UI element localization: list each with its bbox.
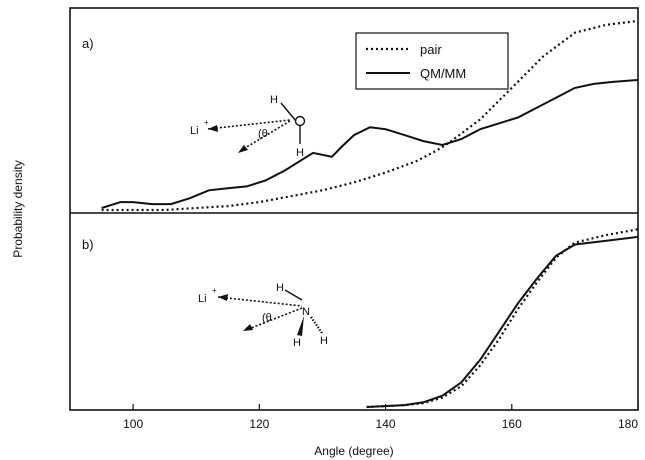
oxygen-atom-icon — [294, 115, 306, 127]
panel-a-label: a) — [82, 36, 94, 51]
legend: pair QM/MM — [355, 32, 509, 90]
nh-wedge-bond — [297, 316, 304, 336]
li-ion-label-a: Li — [190, 125, 199, 137]
angle-label-a: (θ — [258, 128, 268, 140]
arrowhead-icon — [208, 125, 218, 132]
series-line-b-qmmm — [366, 235, 639, 408]
h-atom-right-b: H — [320, 335, 328, 347]
series-line-a-pair — [101, 19, 639, 212]
h-atom-upper-a: H — [270, 94, 278, 106]
ammonia-molecule-diagram: Li + (θ H N H H — [198, 282, 328, 349]
li-ion-charge-b: + — [212, 286, 217, 295]
y-axis-title: Probability density — [11, 160, 25, 257]
x-axis-title: Angle (degree) — [314, 444, 393, 458]
x-tick-label: 140 — [376, 417, 396, 431]
oh-bond-upper — [280, 102, 297, 122]
h-atom-left-b: H — [293, 337, 301, 349]
x-tick-label: 160 — [502, 417, 522, 431]
dipole-dotted-arrow-b — [245, 307, 303, 331]
nitrogen-atom-label: N — [302, 306, 310, 318]
nh-bond-top — [284, 289, 303, 301]
x-tick-label: 120 — [249, 417, 269, 431]
panel-b-label: b) — [82, 237, 94, 252]
x-tick-label: 100 — [123, 417, 143, 431]
series-line-a-qmmm — [101, 79, 639, 209]
angle-label-b: (θ — [262, 312, 272, 324]
series-layer — [101, 19, 639, 409]
h-atom-top-b: H — [276, 282, 284, 294]
nh-hashed-bond — [310, 316, 323, 334]
legend-qmmm-label: QM/MM — [420, 66, 466, 81]
x-tick-label: 180 — [618, 417, 638, 431]
x-axis: 100 120 140 160 180 — [123, 404, 639, 431]
li-ion-charge-a: + — [204, 118, 209, 127]
arrowhead-icon — [218, 294, 228, 301]
h-atom-lower-a: H — [296, 147, 304, 159]
li-water-dotted-arrow — [207, 119, 291, 130]
li-ion-label-b: Li — [198, 293, 207, 305]
arrowhead-icon — [243, 324, 253, 331]
arrowhead-icon — [238, 145, 248, 153]
legend-pair-label: pair — [420, 42, 442, 57]
legend-box — [355, 32, 509, 90]
series-line-b-pair — [366, 228, 639, 409]
li-ammonia-dotted-arrow — [217, 296, 303, 307]
water-molecule-diagram: Li + (θ H H — [190, 94, 306, 159]
dipole-dotted-arrow-a — [239, 120, 291, 152]
plot-frame — [69, 7, 639, 411]
